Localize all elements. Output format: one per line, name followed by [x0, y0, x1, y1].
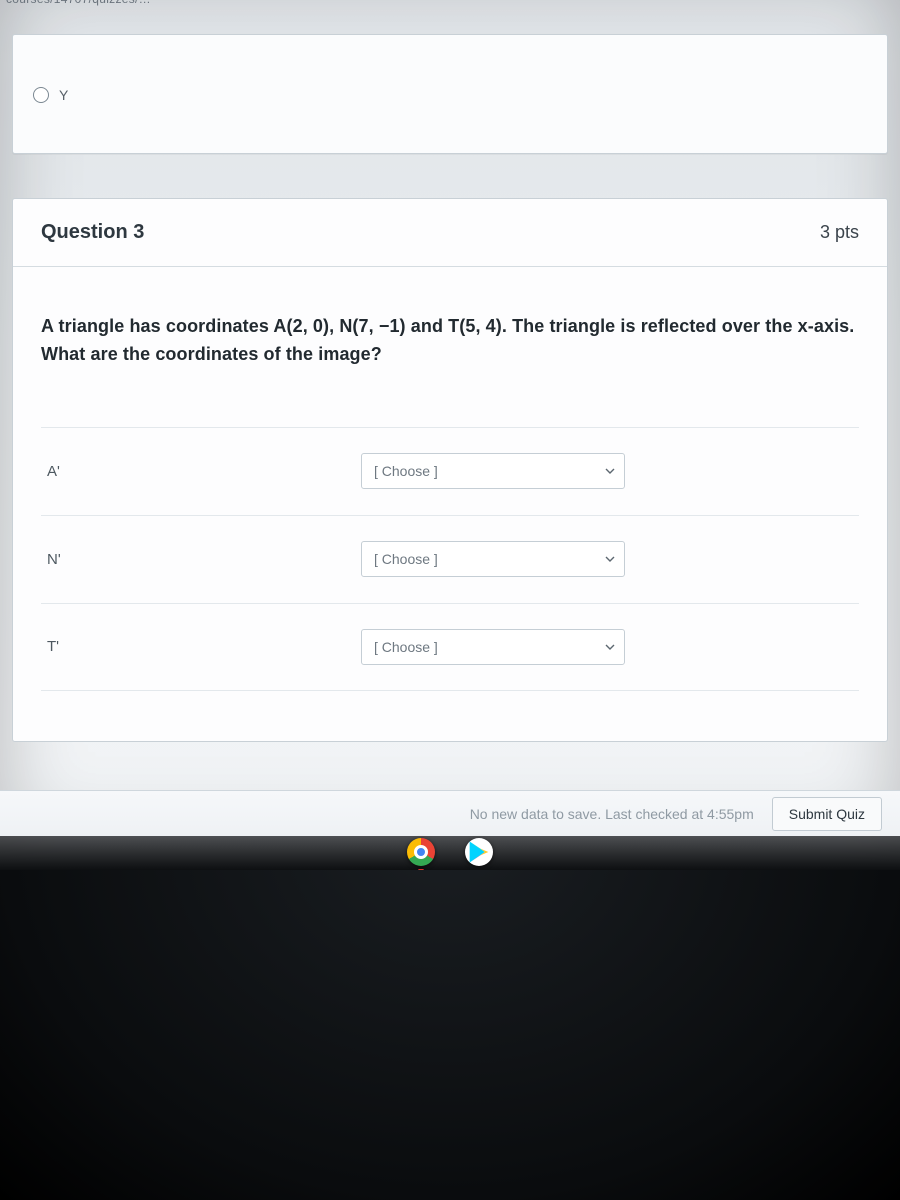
select-a[interactable]: [ Choose ] [361, 453, 625, 489]
match-label-a: A' [41, 463, 361, 480]
url-fragment: courses/14707/quizzes/… [6, 0, 151, 6]
below-screen-shadow [0, 870, 900, 1200]
dock [407, 838, 493, 866]
match-row-t: T' [ Choose ] [41, 603, 859, 691]
match-label-n: N' [41, 551, 361, 568]
select-n[interactable]: [ Choose ] [361, 541, 625, 577]
match-label-t: T' [41, 638, 361, 655]
match-row-n: N' [ Choose ] [41, 515, 859, 603]
submit-quiz-button[interactable]: Submit Quiz [772, 797, 882, 831]
active-indicator-icon [418, 869, 424, 870]
chevron-down-icon [605, 551, 615, 567]
os-taskbar [0, 836, 900, 870]
submit-label: Submit Quiz [789, 806, 865, 822]
select-t[interactable]: [ Choose ] [361, 629, 625, 665]
select-placeholder: [ Choose ] [374, 463, 438, 479]
question-points: 3 pts [820, 222, 859, 243]
screen-area: courses/14707/quizzes/… Y Question 3 3 p… [0, 0, 900, 870]
select-placeholder: [ Choose ] [374, 639, 438, 655]
question-title: Question 3 [41, 221, 144, 244]
quiz-footer: No new data to save. Last checked at 4:5… [0, 790, 900, 836]
radio-option-y[interactable]: Y [33, 87, 68, 103]
save-status-text: No new data to save. Last checked at 4:5… [470, 806, 754, 822]
question-body: A triangle has coordinates A(2, 0), N(7,… [13, 267, 887, 741]
chevron-down-icon [605, 639, 615, 655]
chrome-app-icon[interactable] [407, 838, 435, 866]
radio-circle-icon [33, 87, 49, 103]
question-card: Question 3 3 pts A triangle has coordina… [12, 198, 888, 742]
match-row-a: A' [ Choose ] [41, 427, 859, 515]
play-store-app-icon[interactable] [465, 838, 493, 866]
previous-question-card: Y [12, 34, 888, 154]
question-header: Question 3 3 pts [13, 199, 887, 267]
chevron-down-icon [605, 463, 615, 479]
select-placeholder: [ Choose ] [374, 551, 438, 567]
question-prompt: A triangle has coordinates A(2, 0), N(7,… [41, 313, 859, 369]
radio-label: Y [59, 87, 68, 103]
